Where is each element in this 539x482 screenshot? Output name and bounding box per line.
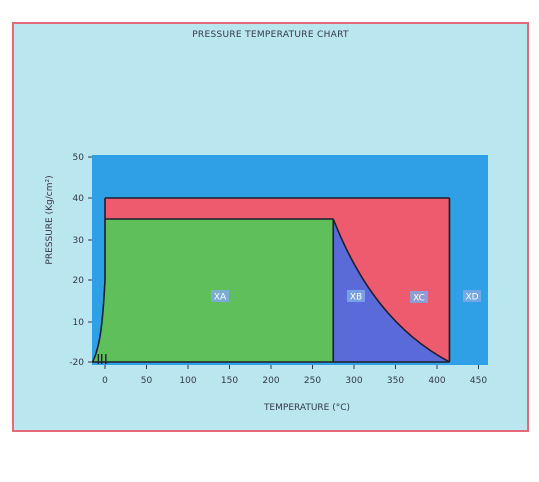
x-tick-label-400: 400: [428, 376, 445, 386]
x-tick-label-350: 350: [387, 376, 404, 386]
region-label-xa: XA: [211, 290, 229, 303]
y-tick-label--20: -20: [69, 358, 84, 368]
svg-text:XC: XC: [413, 294, 425, 304]
x-tick-label-200: 200: [262, 376, 279, 386]
x-tick-label-300: 300: [345, 376, 362, 386]
y-tick-label-50: 50: [73, 153, 85, 163]
region-label-xd: XD: [463, 290, 481, 303]
y-tick-label-30: 30: [73, 236, 85, 246]
y-tick-label-10: 10: [73, 318, 85, 328]
boundary-xb-curve: [332, 218, 450, 363]
region-xb: [333, 219, 450, 362]
x-tick-label-50: 50: [141, 376, 153, 386]
svg-text:XA: XA: [214, 293, 227, 303]
svg-text:XD: XD: [465, 293, 478, 303]
boundary-left-curve: [91, 279, 106, 363]
svg-text:XB: XB: [350, 293, 362, 303]
x-tick-label-150: 150: [221, 376, 238, 386]
x-tick-label-250: 250: [304, 376, 321, 386]
x-tick-label-450: 450: [470, 376, 487, 386]
y-axis-label: PRESSURE (Kg/cm²): [45, 175, 55, 264]
chart-title: PRESSURE TEMPERATURE CHART: [192, 30, 349, 40]
y-tick-label-40: 40: [73, 194, 85, 204]
region-label-xb: XB: [347, 290, 365, 303]
x-tick-label-0: 0: [102, 376, 108, 386]
y-tick-label-20: 20: [73, 276, 85, 286]
x-tick-label-100: 100: [179, 376, 196, 386]
x-axis-label: TEMPERATURE (°C): [263, 403, 350, 413]
region-label-xc: XC: [410, 291, 428, 304]
